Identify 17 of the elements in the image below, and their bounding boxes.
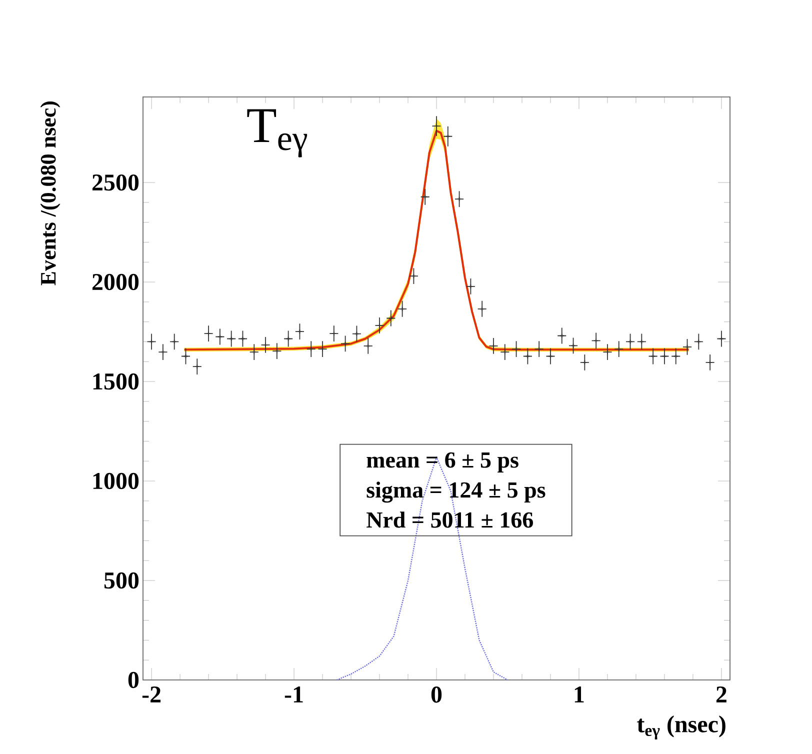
y-tick-label: 1500	[93, 373, 139, 390]
x-tick-label: 2	[716, 686, 726, 702]
x-axis-title: t$_{eγ}$ (nsec)	[637, 716, 726, 740]
x-tick-label: 1	[574, 686, 584, 702]
annotation: mean = 6 ± 5 ps	[366, 452, 518, 472]
y-tick-label: 2500	[92, 174, 139, 191]
y-tick-label: 500	[104, 572, 139, 589]
x-tick-label: -1	[284, 686, 303, 702]
y-tick-label: 1000	[93, 472, 139, 490]
annotation: sigma = 124 ± 5 ps	[366, 482, 546, 503]
annotation: T$_{eγ}$	[247, 109, 308, 158]
y-tick-label: 2000	[92, 274, 139, 290]
annotation: Nrd = 5011 ± 166	[366, 512, 533, 528]
y-tick-label: 0	[128, 672, 139, 688]
x-tick-label: -2	[142, 686, 161, 702]
y-axis-title: Events /(0.080 nsec)	[40, 102, 60, 286]
x-tick-label: 0	[431, 686, 442, 703]
